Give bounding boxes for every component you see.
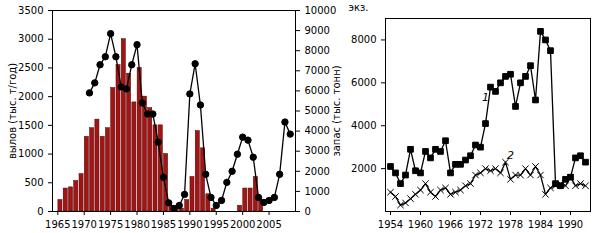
svg-text:1984: 1984 (528, 219, 553, 230)
svg-text:6000: 6000 (305, 85, 330, 96)
svg-text:4000: 4000 (305, 125, 330, 136)
svg-text:0: 0 (305, 206, 311, 217)
svg-text:1972: 1972 (468, 219, 493, 230)
svg-text:1978: 1978 (498, 219, 523, 230)
svg-text:7000: 7000 (305, 65, 330, 76)
svg-text:3000: 3000 (18, 33, 43, 44)
svg-text:3500: 3500 (18, 5, 43, 16)
svg-text:1995: 1995 (204, 219, 229, 230)
svg-text:2000: 2000 (305, 166, 330, 177)
svg-text:1965: 1965 (45, 219, 70, 230)
svg-text:1954: 1954 (378, 219, 403, 230)
svg-text:4000: 4000 (351, 120, 376, 131)
svg-text:2500: 2500 (18, 62, 43, 73)
svg-text:1000: 1000 (18, 148, 43, 159)
svg-text:1980: 1980 (124, 219, 149, 230)
svg-text:1: 1 (482, 91, 489, 104)
svg-text:1960: 1960 (408, 219, 433, 230)
svg-text:1500: 1500 (18, 120, 43, 131)
svg-text:8000: 8000 (351, 34, 376, 45)
svg-text:2: 2 (507, 149, 514, 162)
svg-text:экз.: экз. (349, 2, 369, 13)
svg-text:1990: 1990 (558, 219, 583, 230)
svg-text:1985: 1985 (151, 219, 176, 230)
svg-text:вылов (тыс. т/год): вылов (тыс. т/год) (7, 63, 18, 159)
svg-text:2000: 2000 (230, 219, 255, 230)
svg-text:1966: 1966 (438, 219, 463, 230)
svg-text:8000: 8000 (305, 45, 330, 56)
svg-text:1990: 1990 (177, 219, 202, 230)
svg-text:2005: 2005 (256, 219, 281, 230)
svg-text:6000: 6000 (351, 77, 376, 88)
svg-text:1975: 1975 (98, 219, 123, 230)
svg-text:5000: 5000 (305, 105, 330, 116)
svg-text:1970: 1970 (71, 219, 96, 230)
svg-text:1000: 1000 (305, 186, 330, 197)
svg-text:2000: 2000 (18, 91, 43, 102)
svg-text:9000: 9000 (305, 25, 330, 36)
svg-text:0: 0 (37, 206, 43, 217)
svg-text:500: 500 (24, 177, 43, 188)
svg-text:3000: 3000 (305, 145, 330, 156)
svg-text:10000: 10000 (305, 5, 337, 16)
svg-text:2000: 2000 (351, 163, 376, 174)
svg-text:запас (тыс. тонн): запас (тыс. тонн) (331, 65, 342, 156)
